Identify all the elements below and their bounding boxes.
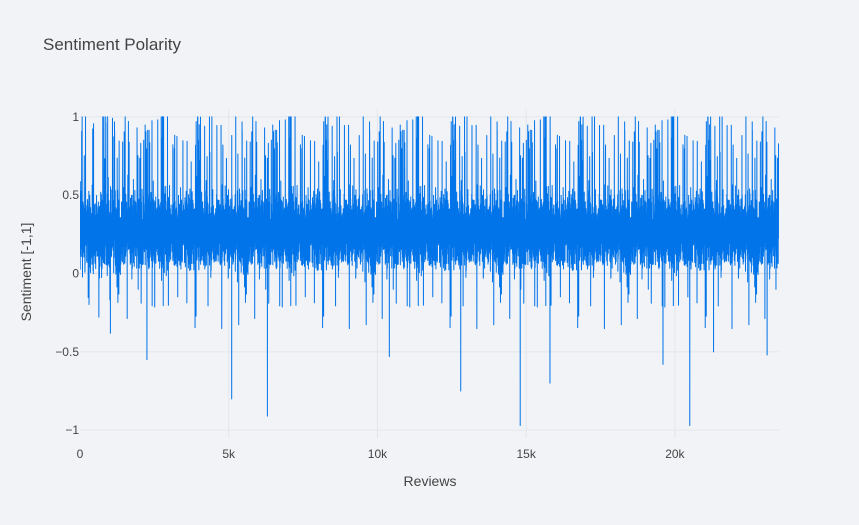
series-line[interactable] bbox=[80, 116, 779, 426]
y-tick-label: 1 bbox=[72, 110, 79, 124]
y-tick-label: −1 bbox=[65, 423, 79, 437]
x-tick-label: 5k bbox=[222, 447, 236, 461]
x-tick-label: 15k bbox=[516, 447, 536, 461]
x-axis-title: Reviews bbox=[404, 473, 457, 489]
x-axis-ticks: 0 5k 10k 15k 20k bbox=[77, 447, 686, 461]
x-tick-label: 10k bbox=[368, 447, 388, 461]
x-tick-label: 0 bbox=[77, 447, 84, 461]
y-tick-label: 0.5 bbox=[62, 188, 79, 202]
y-tick-label: 0 bbox=[72, 267, 79, 281]
y-axis-ticks: 1 0.5 0 −0.5 −1 bbox=[55, 110, 79, 437]
y-tick-label: −0.5 bbox=[55, 345, 79, 359]
x-tick-label: 20k bbox=[665, 447, 685, 461]
y-axis-title: Sentiment [-1,1] bbox=[18, 223, 34, 322]
plot-area[interactable] bbox=[80, 116, 779, 426]
chart-title: Sentiment Polarity bbox=[43, 35, 181, 54]
